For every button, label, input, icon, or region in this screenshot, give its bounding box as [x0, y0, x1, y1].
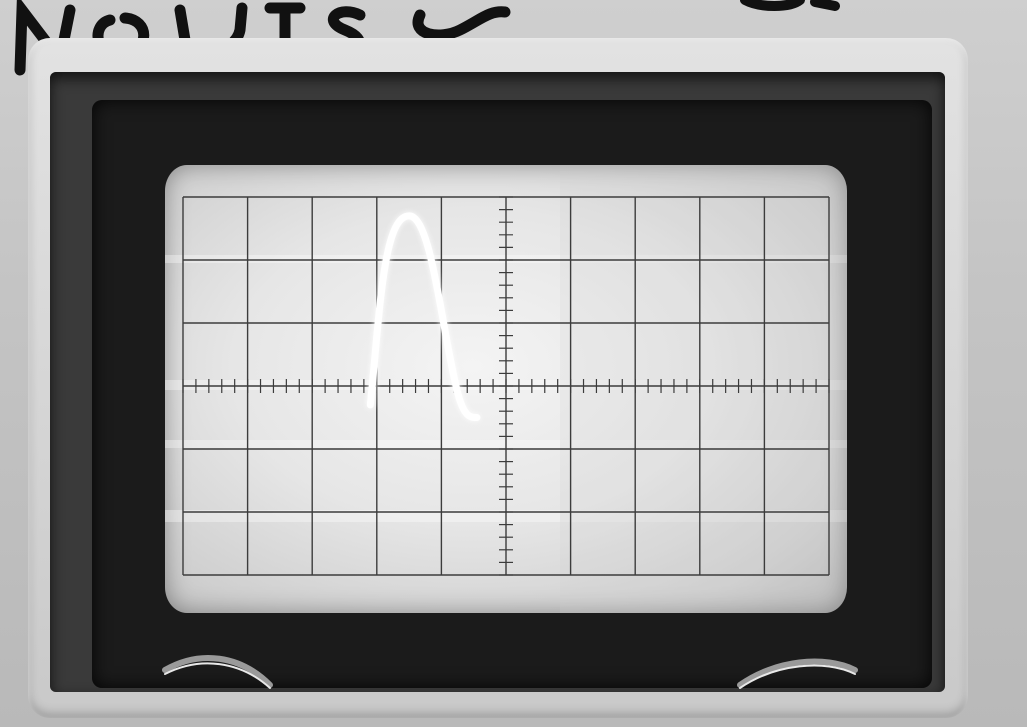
left-handle	[162, 655, 273, 689]
oscilloscope-screen	[165, 165, 847, 613]
graticule	[165, 165, 847, 613]
right-handle	[737, 658, 858, 689]
signal-trace	[366, 212, 481, 421]
